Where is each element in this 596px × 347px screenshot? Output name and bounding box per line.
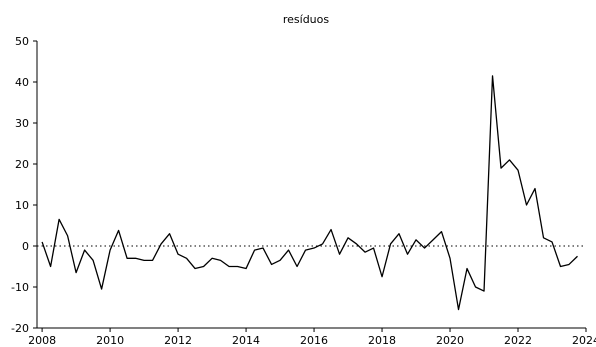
y-tick-label: 50 [15,35,29,48]
series-line [41,75,578,311]
x-tick-label: 2008 [28,334,56,347]
y-tick-label: 10 [15,199,29,212]
y-tick-label: 20 [15,158,29,171]
y-tick-label: 40 [15,76,29,89]
x-tick-label: 2020 [436,334,464,347]
x-tick-label: 2018 [368,334,396,347]
x-tick-label: 2010 [96,334,124,347]
chart-title: resíduos [283,13,330,26]
tick-labels: -20 -10 0 10 20 30 40 50 2008 2010 2012 2014 2016 201… [11,35,596,347]
x-tick-label: 2012 [164,334,192,347]
y-tick-label: 30 [15,117,29,130]
y-tick-label: -10 [11,281,29,294]
x-tick-label: 2024 [572,334,596,347]
x-tick-label: 2022 [504,334,532,347]
x-tick-label: 2014 [232,334,260,347]
axes [33,40,587,332]
y-tick-label: -20 [11,322,29,335]
y-tick-label: 0 [22,240,29,253]
series-layer [41,75,578,311]
x-tick-label: 2016 [300,334,328,347]
